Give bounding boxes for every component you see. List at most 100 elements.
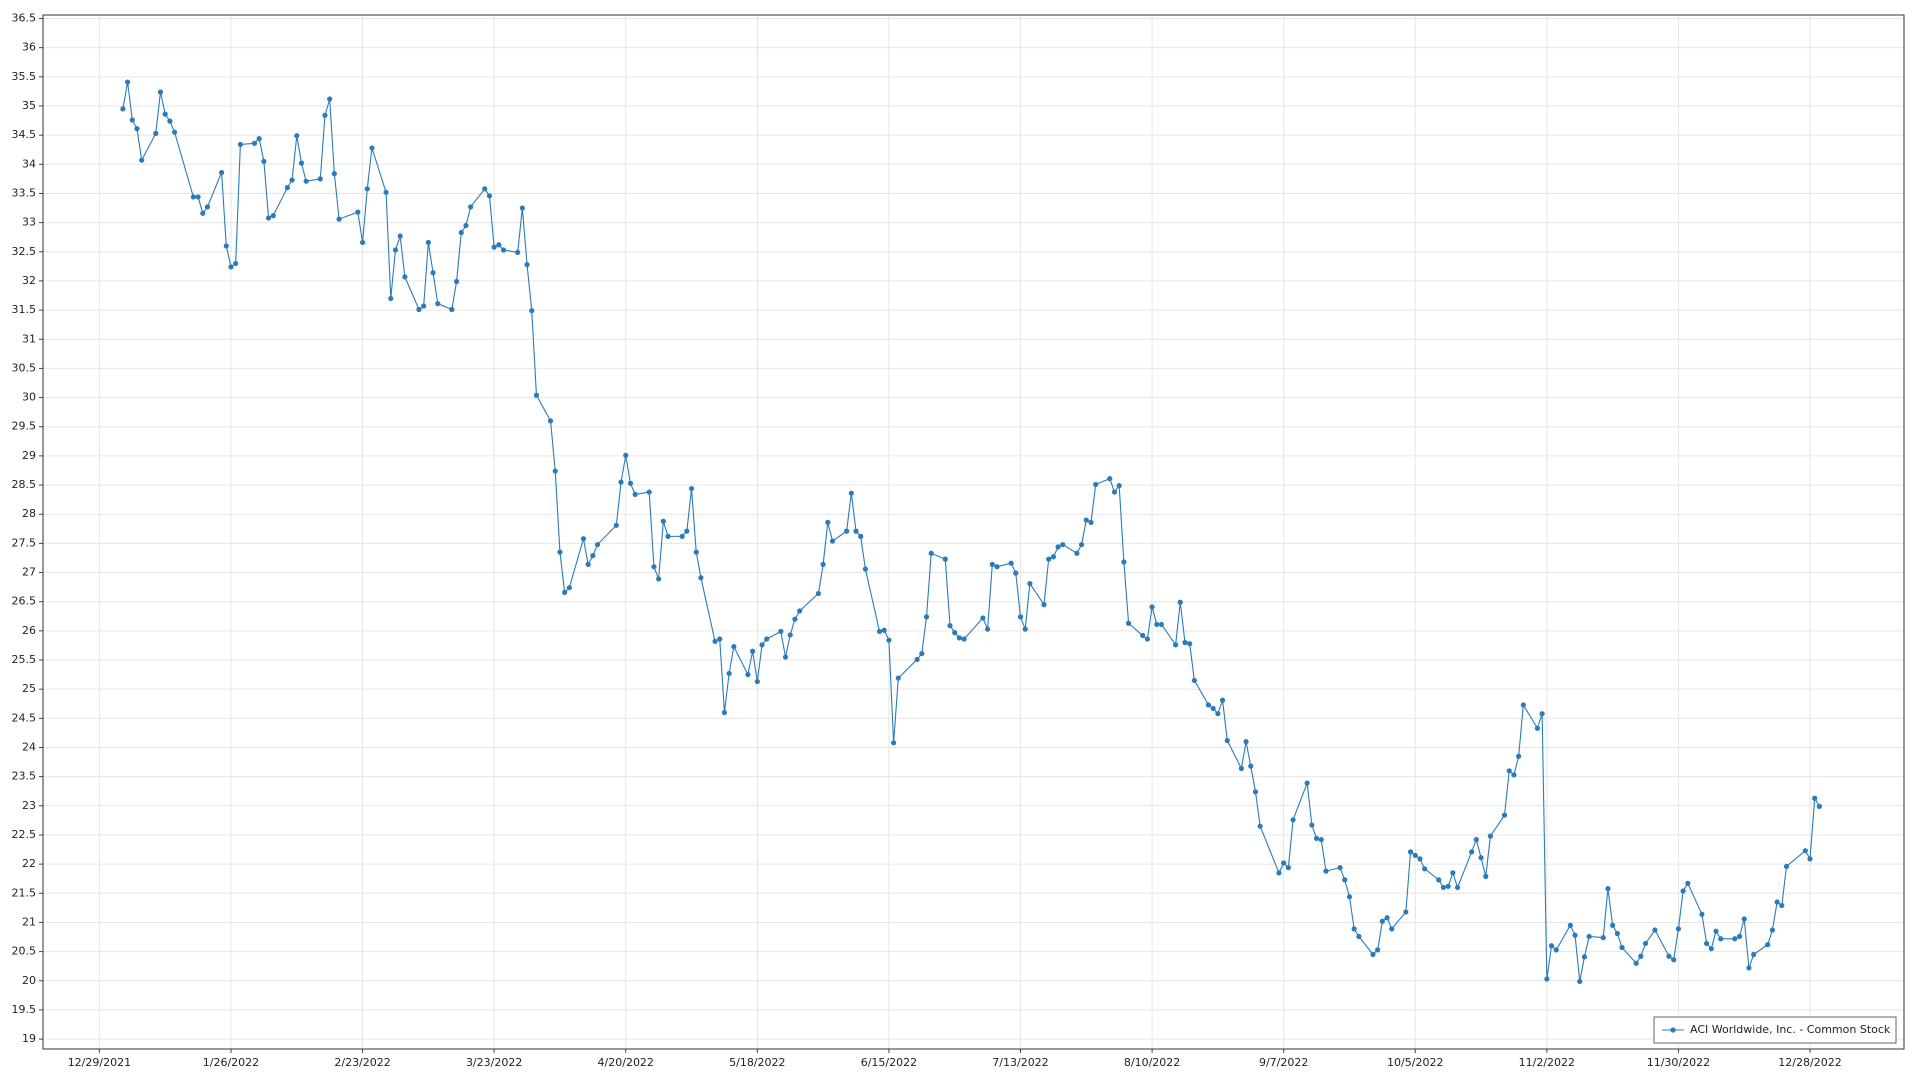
point <box>1078 541 1085 548</box>
point <box>1144 636 1150 642</box>
point <box>1318 837 1324 843</box>
point <box>1370 951 1376 958</box>
point <box>171 129 178 135</box>
legend-label: ACI Worldwide, Inc. - Common Stock <box>1690 1023 1891 1036</box>
point <box>482 186 488 192</box>
y-tick-label: 21.5 <box>12 886 37 899</box>
x-tick-label: 7/13/2022 <box>992 1056 1048 1069</box>
x-tick-label: 10/5/2022 <box>1387 1056 1443 1069</box>
point <box>797 608 803 614</box>
point <box>1741 916 1747 922</box>
point <box>1257 823 1263 829</box>
point <box>1666 953 1672 959</box>
point <box>1633 960 1639 966</box>
point <box>1017 614 1024 620</box>
point <box>1567 922 1573 928</box>
point <box>204 204 211 210</box>
point <box>1121 559 1127 565</box>
point <box>952 630 958 636</box>
point <box>1436 877 1442 883</box>
point <box>1304 780 1310 786</box>
point <box>717 636 723 642</box>
point <box>665 533 671 539</box>
point <box>1769 927 1776 933</box>
point <box>1736 933 1743 940</box>
y-tick-label: 23.5 <box>12 770 37 783</box>
point <box>1713 928 1719 934</box>
y-tick-label: 25 <box>22 682 36 695</box>
point <box>1248 763 1254 769</box>
point <box>425 239 431 246</box>
y-tick-label: 19.5 <box>12 1003 37 1016</box>
point <box>1055 544 1061 550</box>
point <box>557 549 563 555</box>
point <box>792 616 798 622</box>
point <box>369 145 375 151</box>
legend-box <box>1653 1016 1897 1044</box>
y-tick-label: 30.5 <box>12 361 37 374</box>
point <box>1685 880 1691 886</box>
point <box>1252 789 1259 795</box>
point <box>1642 940 1649 947</box>
point <box>1652 927 1658 933</box>
point <box>660 518 666 524</box>
point <box>124 79 131 85</box>
point <box>1478 855 1484 861</box>
point <box>519 205 525 211</box>
point <box>552 468 558 474</box>
point <box>1027 581 1033 587</box>
point <box>435 301 441 307</box>
y-tick-label: 29 <box>22 449 36 462</box>
y-tick-label: 35 <box>22 99 36 112</box>
point <box>223 243 229 249</box>
point <box>961 636 967 642</box>
point <box>1149 604 1155 610</box>
point <box>778 628 784 635</box>
point <box>1553 947 1559 953</box>
point <box>1445 883 1451 889</box>
point <box>1774 899 1780 905</box>
y-tick-label: 33.5 <box>12 186 37 199</box>
point <box>782 654 789 660</box>
point <box>886 637 892 643</box>
point <box>359 239 366 246</box>
point <box>153 130 159 136</box>
y-tick-label: 29.5 <box>12 420 37 433</box>
point <box>1008 560 1014 566</box>
point <box>1751 951 1757 958</box>
point <box>1013 570 1019 576</box>
point <box>1074 550 1080 556</box>
point <box>1205 702 1212 708</box>
point <box>1520 702 1526 708</box>
point <box>388 295 394 302</box>
y-tick-label: 24.5 <box>12 711 37 724</box>
point <box>698 575 704 581</box>
point <box>364 186 370 192</box>
y-tick-label: 24 <box>22 740 36 753</box>
point <box>1638 953 1644 959</box>
point <box>590 553 596 559</box>
point <box>383 189 389 195</box>
point <box>1422 866 1428 872</box>
point <box>1610 922 1616 928</box>
point <box>265 215 272 221</box>
point <box>515 249 521 255</box>
y-tick-label: 27.5 <box>12 536 37 549</box>
point <box>1177 599 1183 605</box>
point <box>294 133 300 139</box>
point <box>684 528 690 534</box>
point <box>129 117 135 123</box>
point <box>876 628 883 635</box>
point <box>1276 870 1282 876</box>
point <box>881 627 887 633</box>
point <box>134 126 140 132</box>
point <box>1182 639 1188 646</box>
point <box>1412 852 1418 858</box>
y-tick-label: 32 <box>22 274 36 287</box>
point <box>468 204 474 210</box>
point <box>453 278 460 285</box>
point <box>1337 865 1343 871</box>
point <box>891 740 897 746</box>
point <box>1516 753 1522 759</box>
point <box>656 576 662 582</box>
